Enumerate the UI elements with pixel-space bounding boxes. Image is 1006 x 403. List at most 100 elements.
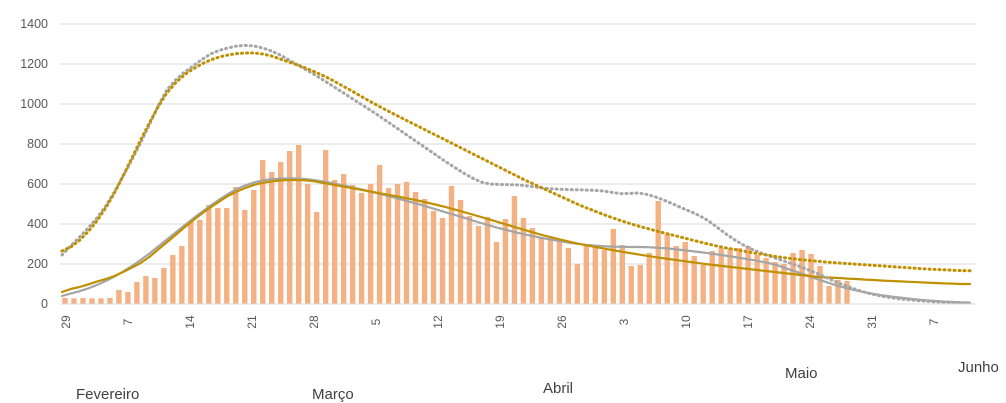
x-tick-label: 21 xyxy=(245,315,259,329)
bar xyxy=(709,251,715,304)
month-label: Abril xyxy=(543,380,573,397)
bar xyxy=(134,282,140,304)
x-tick-label: 7 xyxy=(927,318,941,325)
bar xyxy=(107,298,113,304)
x-axis-ticks: 29 7 14 21 28 5 12 19 26 3 10 17 24 31 7 xyxy=(59,315,941,329)
bar xyxy=(260,160,266,304)
x-tick-label: 10 xyxy=(679,315,693,329)
x-tick-label: 17 xyxy=(741,315,755,329)
bar xyxy=(727,248,733,304)
bar xyxy=(394,184,401,304)
bar xyxy=(331,180,338,304)
bar xyxy=(754,255,760,304)
bar xyxy=(161,268,167,304)
y-tick-label: 800 xyxy=(27,137,48,151)
month-label: Maio xyxy=(785,365,818,382)
y-tick-label: 200 xyxy=(27,257,48,271)
bar xyxy=(529,228,536,304)
x-tick-label: 19 xyxy=(493,315,507,329)
x-tick-label: 12 xyxy=(431,315,445,329)
bar xyxy=(287,151,293,304)
bar-series xyxy=(62,145,850,304)
bar xyxy=(98,298,104,304)
bar xyxy=(439,218,446,304)
bar xyxy=(808,254,814,304)
bar xyxy=(844,281,850,304)
bar xyxy=(188,222,194,304)
month-label: Junho xyxy=(958,359,999,376)
bar xyxy=(304,184,311,304)
bar xyxy=(296,145,302,304)
x-tick-label: 24 xyxy=(803,315,817,329)
bar xyxy=(736,248,742,304)
bar xyxy=(215,208,221,304)
bar xyxy=(430,211,437,304)
bar xyxy=(340,174,347,304)
bar xyxy=(619,245,625,304)
bar xyxy=(628,266,634,304)
bar xyxy=(367,184,374,304)
bar xyxy=(772,262,778,304)
y-tick-label: 1400 xyxy=(20,17,48,31)
bar xyxy=(206,205,212,304)
bar xyxy=(538,237,545,304)
bar xyxy=(448,186,455,304)
bar xyxy=(700,265,706,304)
line-series xyxy=(60,43,972,305)
bar xyxy=(655,201,661,304)
bar xyxy=(197,220,203,304)
bar xyxy=(556,242,563,304)
bar xyxy=(565,248,572,304)
bar xyxy=(251,190,257,304)
bar xyxy=(691,256,697,304)
month-label: Março xyxy=(312,386,354,403)
bar xyxy=(457,200,464,304)
y-tick-label: 1200 xyxy=(20,57,48,71)
bar xyxy=(763,258,769,304)
bar xyxy=(421,199,428,304)
bar xyxy=(475,226,482,304)
bar xyxy=(385,188,392,304)
bar xyxy=(412,192,419,304)
bar xyxy=(745,246,751,304)
bar xyxy=(170,255,176,304)
bar xyxy=(125,292,131,304)
x-tick-label: 29 xyxy=(59,315,73,329)
y-tick-label: 600 xyxy=(27,177,48,191)
y-axis-ticks: 0 200 400 600 800 1000 1200 1400 xyxy=(20,17,48,311)
bar xyxy=(781,264,787,304)
bar xyxy=(152,278,158,304)
bar xyxy=(116,290,122,304)
bar xyxy=(547,238,554,304)
x-tick-label: 26 xyxy=(555,315,569,329)
bar xyxy=(242,210,248,304)
bar xyxy=(62,298,68,304)
bar xyxy=(664,234,670,304)
bar xyxy=(466,216,473,304)
bar xyxy=(313,212,320,304)
bar xyxy=(592,246,599,304)
bar xyxy=(520,218,527,304)
bar xyxy=(224,208,230,304)
bar xyxy=(376,165,383,304)
y-tick-label: 1000 xyxy=(20,97,48,111)
bar xyxy=(179,246,185,304)
bar xyxy=(71,298,77,304)
bar xyxy=(269,172,275,304)
gold-solid-line xyxy=(60,178,972,294)
y-tick-label: 400 xyxy=(27,217,48,231)
bar xyxy=(637,265,643,304)
gold-dotted-line xyxy=(60,51,972,273)
bar xyxy=(278,162,284,304)
bar xyxy=(403,182,410,304)
x-tick-label: 28 xyxy=(307,315,321,329)
month-labels: Fevereiro Março Abril Maio Junho xyxy=(76,359,999,403)
bar xyxy=(80,298,86,304)
bar xyxy=(601,250,608,304)
bar xyxy=(143,276,149,304)
bar xyxy=(349,185,356,304)
bar xyxy=(682,242,688,304)
bar xyxy=(511,196,518,304)
bar xyxy=(610,229,616,304)
x-tick-label: 31 xyxy=(865,315,879,329)
